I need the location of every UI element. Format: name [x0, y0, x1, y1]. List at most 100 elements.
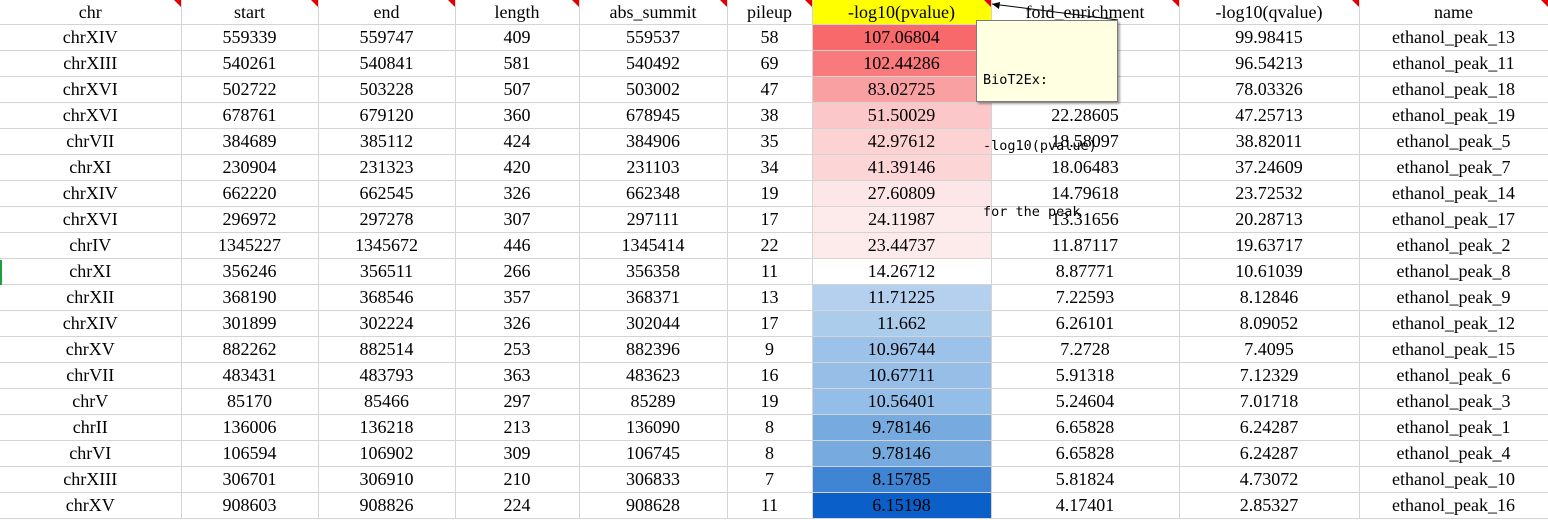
cell-length[interactable]: 409: [455, 24, 580, 51]
cell-chr[interactable]: chrII: [0, 414, 182, 441]
cell-pileup[interactable]: 9: [727, 336, 813, 363]
cell-pileup[interactable]: 22: [727, 232, 813, 259]
column-header-pileup[interactable]: pileup: [727, 0, 813, 25]
column-header-abs_summit[interactable]: abs_summit: [579, 0, 728, 25]
cell-chr[interactable]: chrVII: [0, 128, 182, 155]
cell-fold[interactable]: 6.65828: [991, 414, 1180, 441]
cell-qvalue[interactable]: 6.24287: [1179, 414, 1360, 441]
cell-abs_summit[interactable]: 678945: [579, 102, 728, 129]
cell-length[interactable]: 213: [455, 414, 580, 441]
cell-pileup[interactable]: 16: [727, 362, 813, 389]
cell-end[interactable]: 559747: [318, 24, 456, 51]
cell-start[interactable]: 540261: [181, 50, 319, 77]
cell-name[interactable]: ethanol_peak_10: [1359, 466, 1548, 493]
cell-length[interactable]: 266: [455, 258, 580, 285]
cell-pileup[interactable]: 19: [727, 180, 813, 207]
cell-abs_summit[interactable]: 136090: [579, 414, 728, 441]
cell-chr[interactable]: chrXVI: [0, 206, 182, 233]
cell-end[interactable]: 483793: [318, 362, 456, 389]
cell-name[interactable]: ethanol_peak_4: [1359, 440, 1548, 467]
cell-end[interactable]: 297278: [318, 206, 456, 233]
cell-chr[interactable]: chrXVI: [0, 102, 182, 129]
cell-length[interactable]: 420: [455, 154, 580, 181]
cell-pvalue[interactable]: 51.50029: [812, 102, 992, 129]
cell-start[interactable]: 678761: [181, 102, 319, 129]
cell-end[interactable]: 503228: [318, 76, 456, 103]
cell-comment[interactable]: BioT2Ex: -log10(pvalue) for the peak: [976, 20, 1118, 220]
cell-chr[interactable]: chrXV: [0, 336, 182, 363]
cell-qvalue[interactable]: 20.28713: [1179, 206, 1360, 233]
cell-start[interactable]: 368190: [181, 284, 319, 311]
cell-length[interactable]: 210: [455, 466, 580, 493]
cell-chr[interactable]: chrXIV: [0, 310, 182, 337]
cell-end[interactable]: 882514: [318, 336, 456, 363]
cell-qvalue[interactable]: 37.24609: [1179, 154, 1360, 181]
cell-pvalue[interactable]: 24.11987: [812, 206, 992, 233]
cell-fold[interactable]: 5.81824: [991, 466, 1180, 493]
cell-pileup[interactable]: 8: [727, 440, 813, 467]
cell-abs_summit[interactable]: 384906: [579, 128, 728, 155]
cell-start[interactable]: 301899: [181, 310, 319, 337]
cell-fold[interactable]: 18.58097: [991, 128, 1180, 155]
cell-pvalue[interactable]: 23.44737: [812, 232, 992, 259]
cell-qvalue[interactable]: 47.25713: [1179, 102, 1360, 129]
cell-start[interactable]: 502722: [181, 76, 319, 103]
cell-name[interactable]: ethanol_peak_15: [1359, 336, 1548, 363]
cell-end[interactable]: 908826: [318, 492, 456, 519]
cell-pileup[interactable]: 58: [727, 24, 813, 51]
cell-pileup[interactable]: 7: [727, 466, 813, 493]
cell-name[interactable]: ethanol_peak_17: [1359, 206, 1548, 233]
cell-abs_summit[interactable]: 908628: [579, 492, 728, 519]
cell-pileup[interactable]: 11: [727, 492, 813, 519]
cell-start[interactable]: 296972: [181, 206, 319, 233]
cell-fold[interactable]: 13.31656: [991, 206, 1180, 233]
cell-qvalue[interactable]: 78.03326: [1179, 76, 1360, 103]
cell-pvalue[interactable]: 107.06804: [812, 24, 992, 51]
cell-qvalue[interactable]: 96.54213: [1179, 50, 1360, 77]
cell-length[interactable]: 326: [455, 310, 580, 337]
cell-pileup[interactable]: 17: [727, 310, 813, 337]
cell-qvalue[interactable]: 19.63717: [1179, 232, 1360, 259]
cell-length[interactable]: 581: [455, 50, 580, 77]
cell-qvalue[interactable]: 38.82011: [1179, 128, 1360, 155]
cell-fold[interactable]: 4.17401: [991, 492, 1180, 519]
cell-fold[interactable]: 5.91318: [991, 362, 1180, 389]
cell-abs_summit[interactable]: 106745: [579, 440, 728, 467]
cell-name[interactable]: ethanol_peak_7: [1359, 154, 1548, 181]
cell-pvalue[interactable]: 27.60809: [812, 180, 992, 207]
cell-start[interactable]: 908603: [181, 492, 319, 519]
cell-name[interactable]: ethanol_peak_5: [1359, 128, 1548, 155]
cell-qvalue[interactable]: 10.61039: [1179, 258, 1360, 285]
cell-pileup[interactable]: 35: [727, 128, 813, 155]
cell-end[interactable]: 368546: [318, 284, 456, 311]
cell-chr[interactable]: chrXV: [0, 492, 182, 519]
cell-end[interactable]: 679120: [318, 102, 456, 129]
cell-fold[interactable]: 11.87117: [991, 232, 1180, 259]
cell-start[interactable]: 1345227: [181, 232, 319, 259]
column-header-qvalue[interactable]: -log10(qvalue): [1179, 0, 1360, 25]
cell-pvalue[interactable]: 11.71225: [812, 284, 992, 311]
cell-pvalue[interactable]: 8.15785: [812, 466, 992, 493]
cell-start[interactable]: 230904: [181, 154, 319, 181]
cell-chr[interactable]: chrXIII: [0, 50, 182, 77]
cell-abs_summit[interactable]: 559537: [579, 24, 728, 51]
cell-end[interactable]: 306910: [318, 466, 456, 493]
cell-end[interactable]: 136218: [318, 414, 456, 441]
cell-start[interactable]: 483431: [181, 362, 319, 389]
cell-abs_summit[interactable]: 306833: [579, 466, 728, 493]
cell-length[interactable]: 307: [455, 206, 580, 233]
cell-pileup[interactable]: 34: [727, 154, 813, 181]
cell-name[interactable]: ethanol_peak_2: [1359, 232, 1548, 259]
cell-chr[interactable]: chrVII: [0, 362, 182, 389]
cell-name[interactable]: ethanol_peak_19: [1359, 102, 1548, 129]
cell-start[interactable]: 356246: [181, 258, 319, 285]
cell-start[interactable]: 136006: [181, 414, 319, 441]
cell-abs_summit[interactable]: 503002: [579, 76, 728, 103]
cell-pvalue[interactable]: 14.26712: [812, 258, 992, 285]
cell-qvalue[interactable]: 6.24287: [1179, 440, 1360, 467]
cell-qvalue[interactable]: 7.12329: [1179, 362, 1360, 389]
cell-qvalue[interactable]: 7.4095: [1179, 336, 1360, 363]
cell-pileup[interactable]: 8: [727, 414, 813, 441]
cell-end[interactable]: 1345672: [318, 232, 456, 259]
cell-length[interactable]: 224: [455, 492, 580, 519]
